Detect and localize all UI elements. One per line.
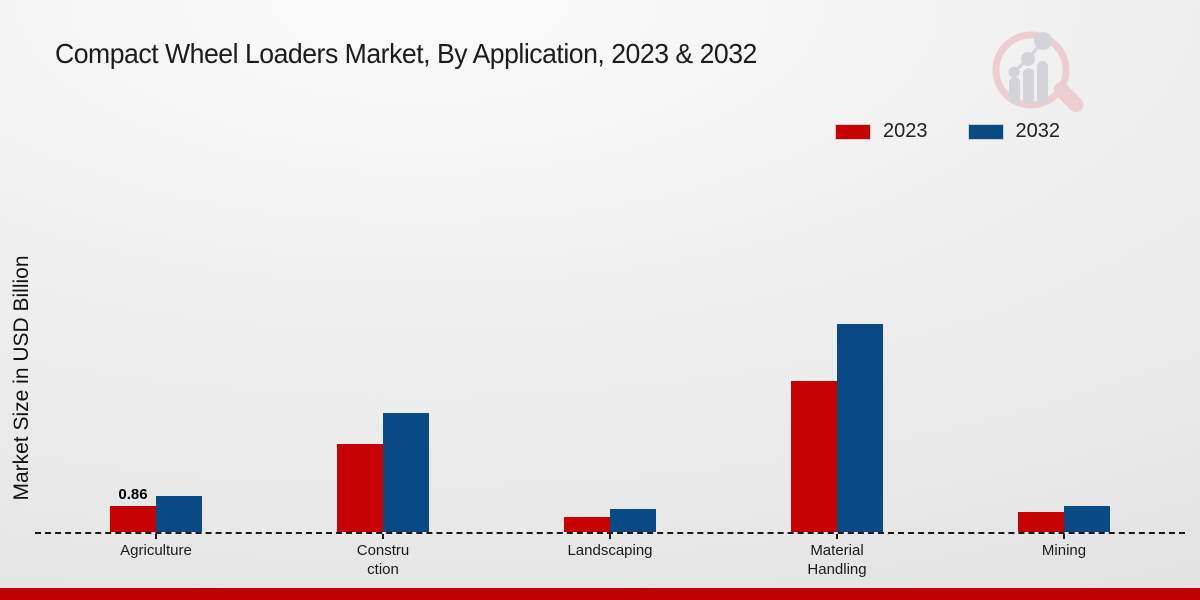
bar-2032-mining [1064, 506, 1110, 532]
bar-2023-agriculture [110, 506, 156, 532]
bar-2023-landscaping [564, 517, 610, 532]
bar-2023-mining [1018, 512, 1064, 532]
bar-2023-construction [337, 444, 383, 532]
x-tick [155, 534, 157, 539]
chart-title: Compact Wheel Loaders Market, By Applica… [55, 38, 757, 69]
category-label-agriculture: Agriculture [120, 542, 192, 559]
bar-2023-material-handling [791, 381, 837, 532]
category-label-mining: Mining [1041, 542, 1087, 559]
y-axis-label: Market Size in USD Billion [10, 255, 33, 501]
legend-label-2023: 2023 [883, 120, 928, 142]
category-label-landscaping: Landscaping [567, 542, 653, 559]
x-tick [1063, 534, 1065, 539]
category-label-construction: Constru ction [356, 542, 410, 578]
x-tick [609, 534, 611, 539]
legend-item-2023: 2023 [835, 120, 928, 143]
legend-swatch-2032 [967, 123, 1004, 140]
bar-2032-landscaping [610, 509, 656, 532]
x-tick [382, 534, 384, 539]
legend: 2023 2032 [835, 120, 1060, 143]
magnifier-chart-watermark-icon [992, 31, 1084, 113]
legend-label-2032: 2032 [1015, 120, 1061, 142]
bar-2032-agriculture [156, 496, 202, 532]
legend-item-2032: 2032 [967, 120, 1061, 143]
zero-baseline [35, 532, 1185, 534]
footer-stripe [0, 588, 1200, 600]
bar-2032-construction [383, 413, 429, 532]
legend-swatch-2023 [835, 123, 871, 140]
category-label-material-handling: Material Handling [807, 542, 867, 578]
x-tick [836, 534, 838, 539]
bar-2032-material-handling [837, 324, 883, 532]
data-label-0.86: 0.86 [118, 486, 148, 503]
